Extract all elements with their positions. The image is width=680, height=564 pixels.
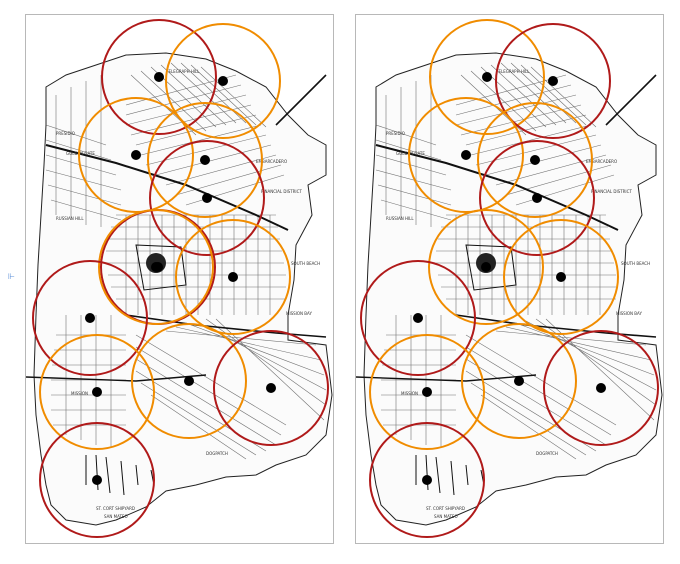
- site-dot: [200, 155, 210, 165]
- coverage-ring-dark-red: [32, 260, 148, 376]
- map-panel-left: TELEGRAPH HILL PRESIDIO GOLDEN GATE EMBA…: [25, 14, 334, 544]
- map-label: EMBARCADERO: [256, 159, 287, 164]
- coverage-ring-dark-red: [543, 330, 659, 446]
- site-dot: [154, 72, 164, 82]
- site-dot: [530, 155, 540, 165]
- map-svg-left: TELEGRAPH HILL PRESIDIO GOLDEN GATE EMBA…: [26, 19, 333, 538]
- margin-mark: ⊩: [8, 272, 15, 281]
- coverage-ring-orange: [78, 97, 194, 213]
- market-street: [125, 314, 327, 338]
- coverage-ring-dark-red: [213, 330, 329, 446]
- site-dot: [92, 475, 102, 485]
- freeway: [375, 144, 619, 231]
- coverage-ring-dark-red: [360, 260, 476, 376]
- map-label: EMBARCADERO: [586, 159, 617, 164]
- coverage-ring-dark-red: [479, 140, 595, 256]
- coverage-ring-orange: [428, 209, 544, 325]
- site-dot: [556, 272, 566, 282]
- map-label: PRESIDIO: [56, 131, 75, 136]
- main-roads: [356, 74, 657, 496]
- south-road: [26, 374, 207, 382]
- map-label: TELEGRAPH HILL: [165, 69, 200, 74]
- pier-lines: [85, 454, 155, 496]
- main-roads: [26, 74, 327, 496]
- map-label: GOLDEN GATE: [396, 151, 425, 156]
- site-dot: [131, 150, 141, 160]
- map-svg-right: TELEGRAPH HILL PRESIDIO GOLDEN GATE EMBA…: [356, 19, 663, 538]
- site-dot: [461, 150, 471, 160]
- freeway: [45, 144, 289, 231]
- site-dot: [422, 387, 432, 397]
- site-dot: [151, 262, 161, 272]
- site-dot: [481, 262, 491, 272]
- map-label: FINANCIAL DISTRICT: [261, 189, 302, 194]
- site-dot: [218, 76, 228, 86]
- map-base: TELEGRAPH HILL PRESIDIO GOLDEN GATE EMBA…: [26, 52, 333, 526]
- map-text: TELEGRAPH HILL PRESIDIO GOLDEN GATE EMBA…: [386, 69, 650, 519]
- park-outline: [135, 244, 187, 291]
- coverage-circles: [360, 19, 659, 538]
- site-dot: [228, 272, 238, 282]
- map-label: SAN MATEO: [434, 514, 458, 519]
- pier-lines: [415, 454, 485, 496]
- coverage-ring-orange: [429, 19, 545, 135]
- map-label: MISSION: [401, 391, 418, 396]
- map-label: MISSION: [71, 391, 88, 396]
- coverage-ring-orange: [147, 102, 263, 218]
- map-label: MISSION BAY: [616, 311, 642, 316]
- site-dot: [92, 387, 102, 397]
- site-dot: [422, 475, 432, 485]
- coverage-ring-orange: [39, 334, 155, 450]
- map-label: FINANCIAL DISTRICT: [591, 189, 632, 194]
- street-grid: [45, 62, 327, 460]
- coverage-ring-orange: [408, 97, 524, 213]
- site-dot: [202, 193, 212, 203]
- coverage-ring-orange: [477, 102, 593, 218]
- site-dot: [482, 72, 492, 82]
- coverage-ring-dark-red: [495, 23, 611, 139]
- coverage-ring-dark-red: [39, 422, 155, 538]
- coverage-ring-orange: [131, 323, 247, 439]
- coverage-ring-orange: [503, 219, 619, 335]
- site-dot: [596, 383, 606, 393]
- site-dot: [85, 313, 95, 323]
- map-label: MISSION BAY: [286, 311, 312, 316]
- coverage-circles: [32, 19, 329, 538]
- site-dot: [184, 376, 194, 386]
- coverage-ring-orange: [461, 323, 577, 439]
- map-label: SOUTH BEACH: [621, 261, 650, 266]
- site-dot: [532, 193, 542, 203]
- south-road: [356, 374, 537, 382]
- map-label: GOLDEN GATE: [66, 151, 95, 156]
- coverage-ring-orange: [175, 219, 291, 335]
- map-label: RUSSIAN HILL: [56, 216, 84, 221]
- map-text: TELEGRAPH HILL PRESIDIO GOLDEN GATE EMBA…: [56, 69, 320, 519]
- map-label: DOGPATCH: [206, 451, 228, 456]
- bay-bridge: [275, 74, 327, 126]
- site-dot: [514, 376, 524, 386]
- coverage-ring-orange: [98, 209, 214, 325]
- map-label: ST. CORT SHIPYARD: [96, 506, 135, 511]
- site-dot: [266, 383, 276, 393]
- map-label: PRESIDIO: [386, 131, 405, 136]
- map-label: SOUTH BEACH: [291, 261, 320, 266]
- coverage-ring-dark-red: [101, 19, 217, 135]
- coverage-ring-dark-red: [369, 422, 485, 538]
- park-outline: [465, 244, 517, 291]
- map-label: DOGPATCH: [536, 451, 558, 456]
- site-dot: [413, 313, 423, 323]
- site-dot: [548, 76, 558, 86]
- bay-bridge: [605, 74, 657, 126]
- map-label: RUSSIAN HILL: [386, 216, 414, 221]
- coverage-ring-orange: [369, 334, 485, 450]
- map-label: ST. CORT SHIPYARD: [426, 506, 465, 511]
- coverage-ring-orange: [165, 23, 281, 139]
- market-street: [455, 314, 657, 338]
- coverage-ring-dark-red: [149, 140, 265, 256]
- map-label: SAN MATEO: [104, 514, 128, 519]
- map-panel-right: TELEGRAPH HILL PRESIDIO GOLDEN GATE EMBA…: [355, 14, 664, 544]
- map-label: TELEGRAPH HILL: [495, 69, 530, 74]
